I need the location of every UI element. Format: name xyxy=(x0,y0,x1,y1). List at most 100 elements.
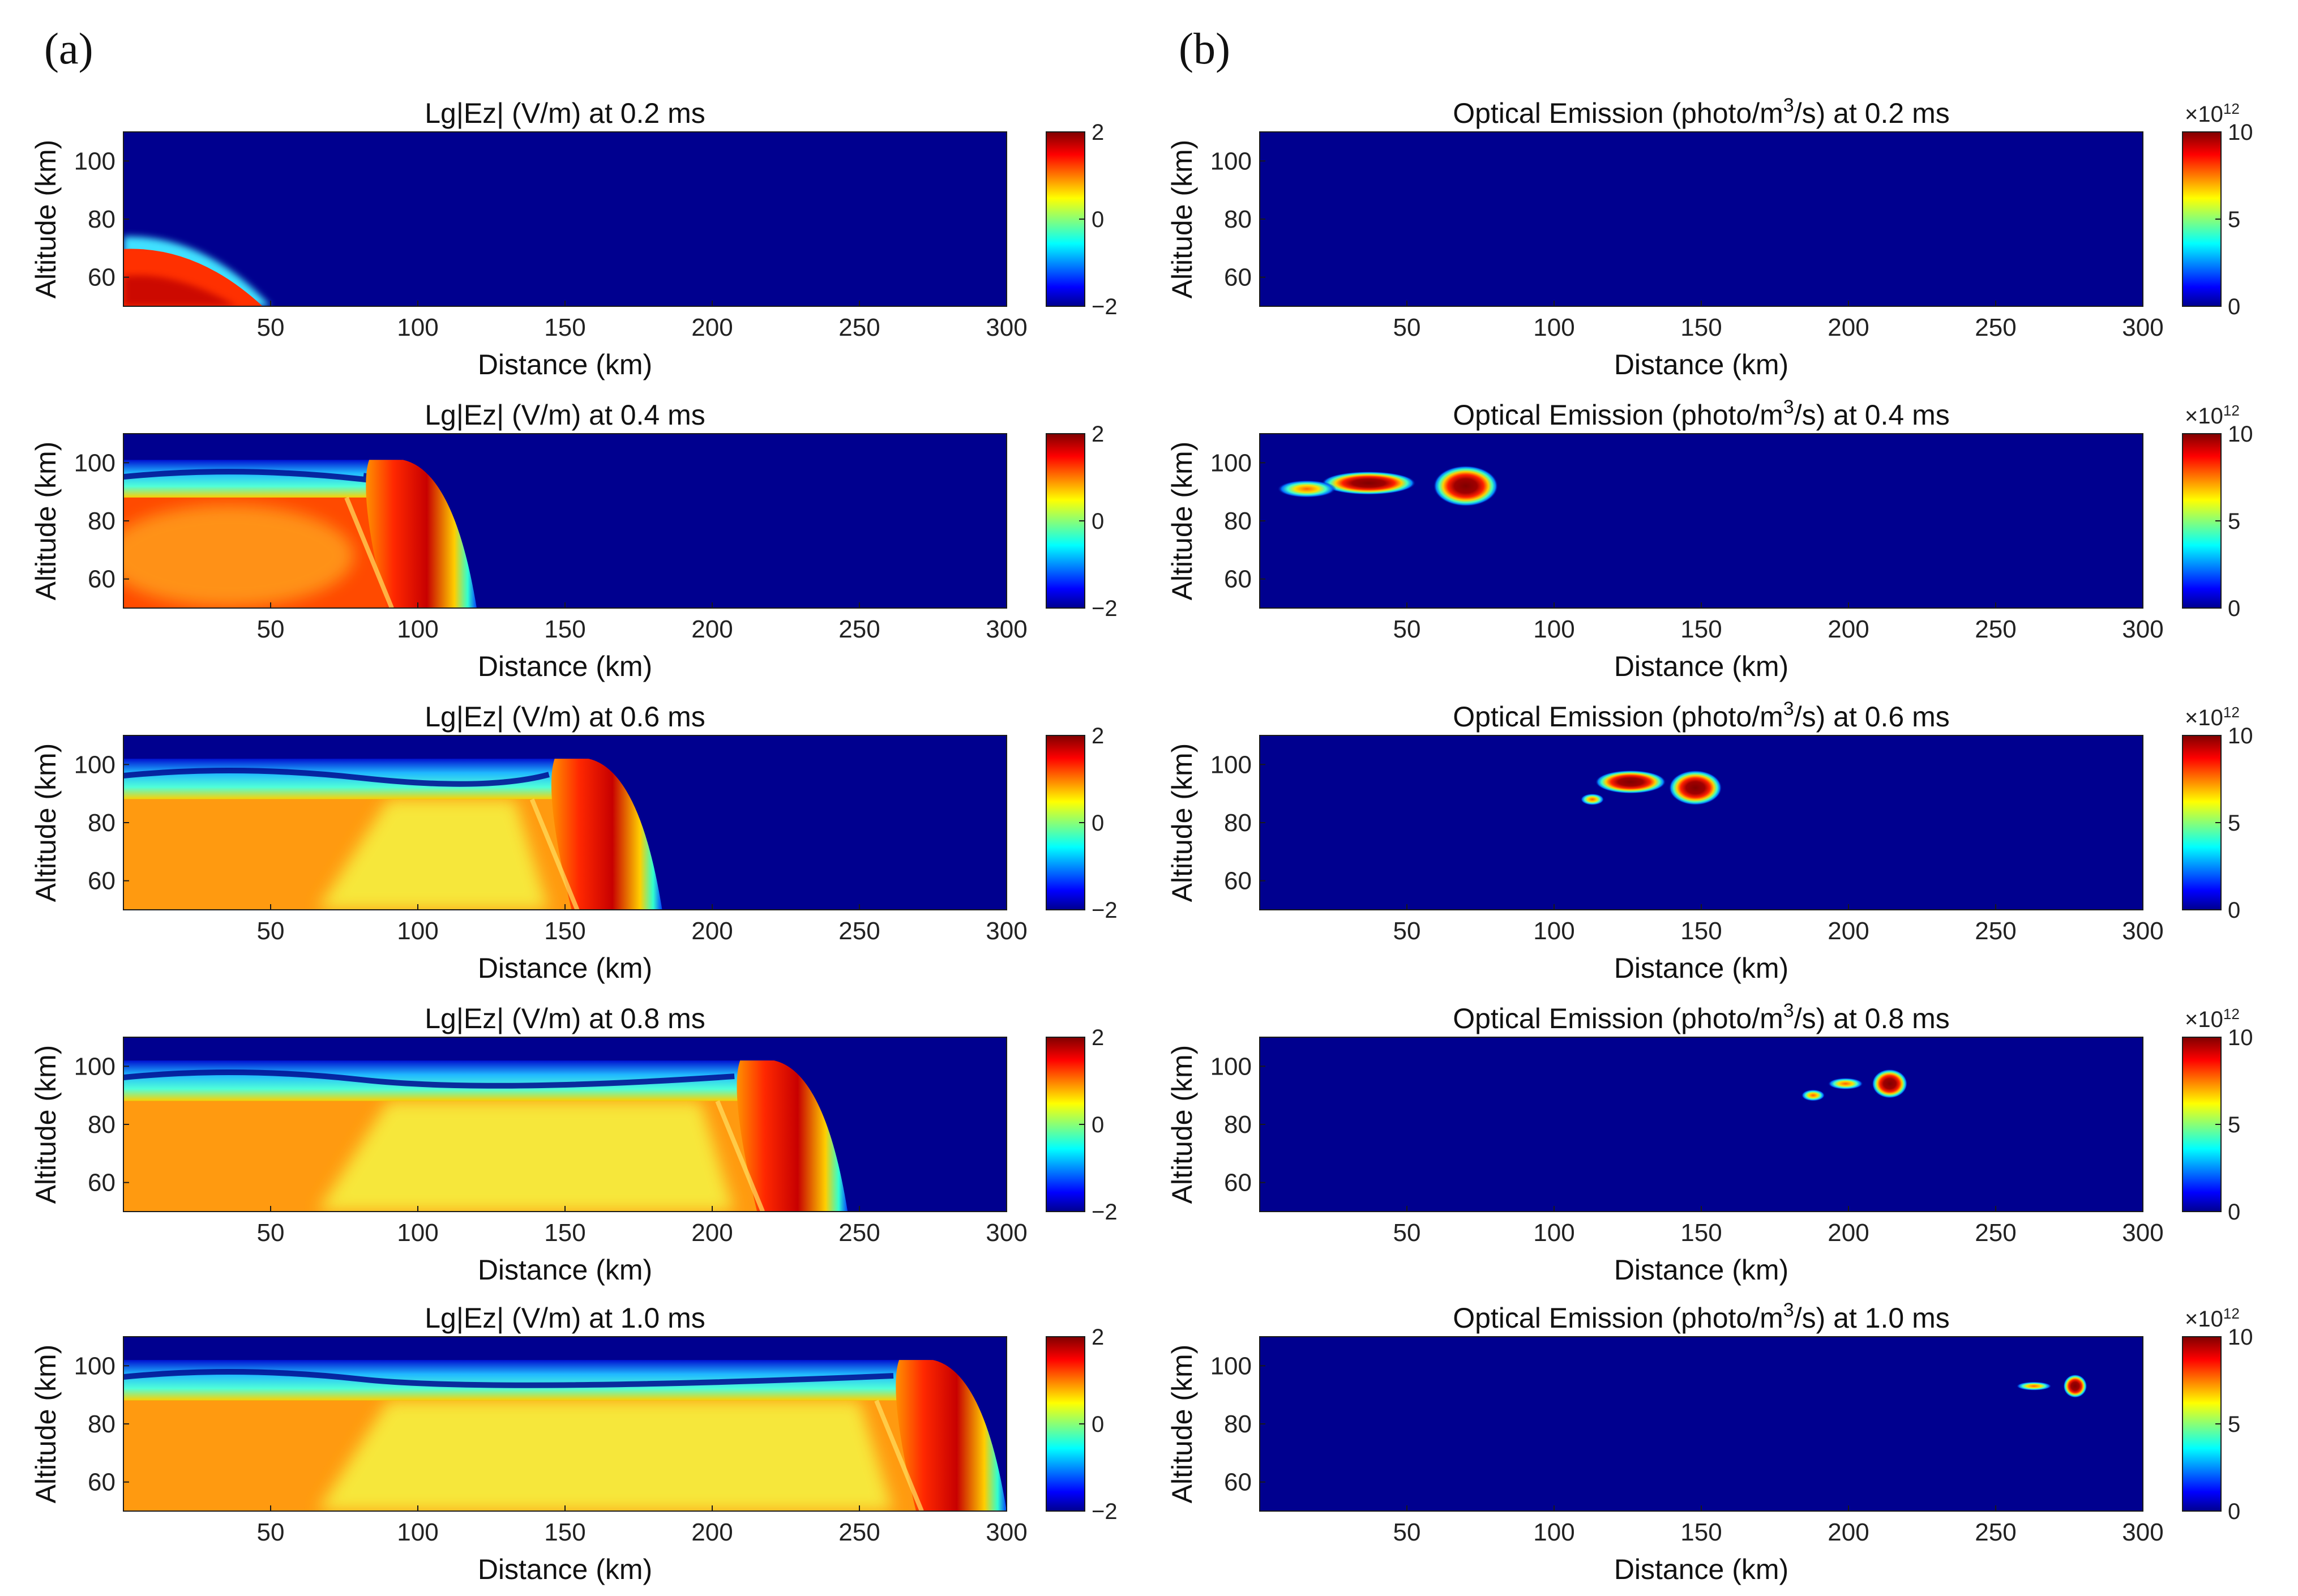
colorbar-tick-label-1: 0 xyxy=(1092,1412,1104,1437)
y-tick-label-80: 80 xyxy=(1224,1410,1252,1438)
x-tick-label-50: 50 xyxy=(257,314,285,341)
colorbar-tick-label-0: 2 xyxy=(1092,422,1104,447)
plot-background xyxy=(123,132,1007,306)
x-tick-label-250: 250 xyxy=(838,1219,880,1247)
y-tick-label-100: 100 xyxy=(1210,1352,1252,1380)
x-tick-label-250: 250 xyxy=(1975,615,2016,643)
x-tick-label-300: 300 xyxy=(986,615,1027,643)
subplot-a-2: Lg|Ez| (V/m) at 0.6 ms 50 100 150 200 250 300 D… xyxy=(30,701,1118,984)
colorbar-tick-label-0: 10 xyxy=(2228,724,2253,748)
plot-title: Lg|Ez| (V/m) at 0.6 ms xyxy=(425,701,705,733)
title-part-2: /s) at 1.0 ms xyxy=(1794,1302,1950,1334)
x-tick-label-150: 150 xyxy=(544,1219,585,1247)
y-axis-label: Altitude (km) xyxy=(30,1045,62,1204)
y-tick-label-100: 100 xyxy=(74,147,115,175)
x-tick-label-50: 50 xyxy=(257,917,285,945)
y-axis-label: Altitude (km) xyxy=(1166,743,1198,902)
title-part-1: Optical Emission (photo/m xyxy=(1453,1302,1783,1334)
colorbar-tick-label-1: 0 xyxy=(1092,509,1104,534)
colorbar-tick-label-1: 5 xyxy=(2228,207,2240,232)
colorbar-exponent-base: ×10 xyxy=(2185,705,2223,730)
colorbar-exponent: ×1012 xyxy=(2185,704,2240,730)
colorbar-tick-label-0: 2 xyxy=(1092,1025,1104,1050)
x-tick-label-200: 200 xyxy=(691,1518,733,1546)
colorbar-exponent-power: 12 xyxy=(2223,1305,2240,1322)
x-tick-label-300: 300 xyxy=(986,314,1027,341)
x-tick-label-300: 300 xyxy=(2122,917,2163,945)
x-tick-label-200: 200 xyxy=(691,314,733,341)
emission-blob-0 xyxy=(1872,1069,1907,1098)
y-tick-label-60: 60 xyxy=(88,1469,115,1496)
y-axis-label: Altitude (km) xyxy=(1166,1345,1198,1504)
x-axis-label: Distance (km) xyxy=(1614,349,1788,380)
x-axis-label: Distance (km) xyxy=(1614,651,1788,682)
x-tick-label-300: 300 xyxy=(2122,314,2163,341)
y-tick-label-100: 100 xyxy=(1210,147,1252,175)
colorbar-tick-label-0: 10 xyxy=(2228,1025,2253,1050)
title-superscript: 3 xyxy=(1783,1000,1794,1021)
colorbar-tick-label-1: 0 xyxy=(1092,207,1104,232)
x-tick-label-250: 250 xyxy=(1975,1518,2016,1546)
field-yellow-region xyxy=(318,799,549,910)
x-tick-label-300: 300 xyxy=(986,1518,1027,1546)
emission-blob-1 xyxy=(1595,770,1666,794)
colorbar-tick-label-2: −2 xyxy=(1092,898,1118,923)
colorbar-exponent-power: 12 xyxy=(2223,402,2240,419)
x-tick-label-200: 200 xyxy=(1828,314,1869,341)
plot-title: Lg|Ez| (V/m) at 0.2 ms xyxy=(425,97,705,129)
y-tick-label-100: 100 xyxy=(1210,751,1252,778)
title-part-2: /s) at 0.2 ms xyxy=(1794,97,1950,129)
colorbar-tick-label-1: 0 xyxy=(1092,1113,1104,1137)
title-superscript: 3 xyxy=(1783,396,1794,418)
x-tick-label-50: 50 xyxy=(257,615,285,643)
x-tick-label-250: 250 xyxy=(1975,917,2016,945)
colorbar-tick-label-0: 2 xyxy=(1092,120,1104,145)
title-part-2: /s) at 0.8 ms xyxy=(1794,1003,1950,1034)
x-tick-label-200: 200 xyxy=(691,1219,733,1247)
x-tick-label-200: 200 xyxy=(691,917,733,945)
emission-blob-2 xyxy=(1580,793,1604,806)
x-tick-label-200: 200 xyxy=(1828,615,1869,643)
x-tick-label-100: 100 xyxy=(1533,615,1574,643)
y-axis-label: Altitude (km) xyxy=(1166,140,1198,299)
y-tick-label-60: 60 xyxy=(88,264,115,292)
plot-area xyxy=(1260,434,2143,608)
y-tick-label-80: 80 xyxy=(1224,1111,1252,1139)
plot-area xyxy=(123,1337,1007,1511)
colorbar-exponent-base: ×10 xyxy=(2185,404,2223,429)
x-tick-label-250: 250 xyxy=(838,615,880,643)
title-part-1: Optical Emission (photo/m xyxy=(1453,97,1783,129)
colorbar-tick-label-0: 10 xyxy=(2228,422,2253,447)
wavefront-band xyxy=(737,1060,848,1212)
colorbar-tick-label-2: −2 xyxy=(1092,1499,1118,1524)
colorbar xyxy=(1046,433,1085,609)
plot-background xyxy=(1260,1337,2143,1511)
colorbar-exponent-base: ×10 xyxy=(2185,1007,2223,1032)
plot-area xyxy=(123,132,1007,306)
x-tick-label-150: 150 xyxy=(1680,1219,1722,1247)
colorbar-tick-label-2: 0 xyxy=(2228,294,2240,319)
colorbar xyxy=(2182,1336,2222,1512)
colorbar xyxy=(2182,1037,2222,1212)
y-axis-label: Altitude (km) xyxy=(30,442,62,601)
x-tick-label-50: 50 xyxy=(1393,314,1421,341)
title-part-2: /s) at 0.4 ms xyxy=(1794,399,1950,431)
x-axis-label: Distance (km) xyxy=(1614,1254,1788,1286)
x-tick-label-150: 150 xyxy=(1680,314,1722,341)
subplot-a-4: Lg|Ez| (V/m) at 1.0 ms 50 100 150 200 250 300 D… xyxy=(30,1302,1118,1585)
colorbar xyxy=(1046,735,1085,910)
x-axis-label: Distance (km) xyxy=(478,349,652,380)
colorbar-tick-label-2: 0 xyxy=(2228,596,2240,621)
wavefront-thin-line xyxy=(529,798,580,910)
colorbar-tick-label-0: 10 xyxy=(2228,120,2253,145)
title-part-1: Optical Emission (photo/m xyxy=(1453,399,1783,431)
x-tick-label-100: 100 xyxy=(397,917,438,945)
x-tick-label-150: 150 xyxy=(544,615,585,643)
x-tick-label-150: 150 xyxy=(544,314,585,341)
title-part-2: /s) at 0.6 ms xyxy=(1794,701,1950,733)
x-tick-label-100: 100 xyxy=(1533,1518,1574,1546)
x-tick-label-250: 250 xyxy=(838,1518,880,1546)
subplot-a-3: Lg|Ez| (V/m) at 0.8 ms 50 100 150 200 250 300 D… xyxy=(30,1003,1118,1286)
plot-background xyxy=(1260,735,2143,910)
plot-area xyxy=(1260,132,2143,306)
